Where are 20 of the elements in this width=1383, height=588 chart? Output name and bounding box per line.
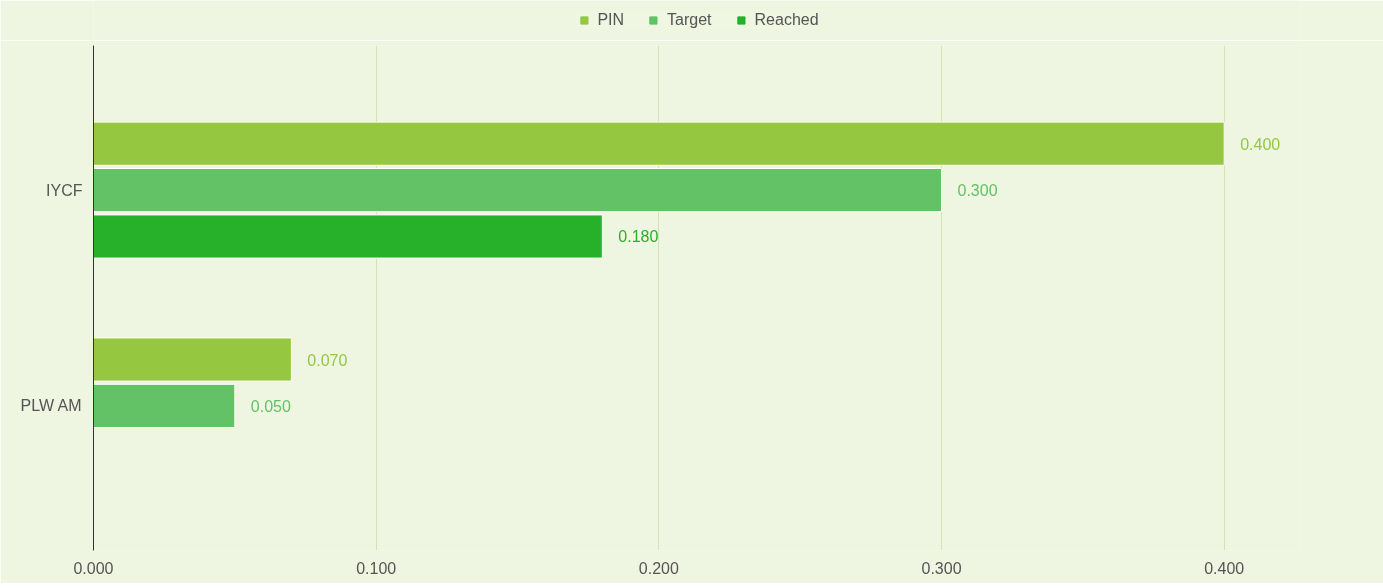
x-tick-label: 0.400	[1204, 559, 1245, 577]
text: 0.070	[307, 351, 348, 369]
bar	[93, 121, 1225, 166]
y-tick-label: IYCF	[46, 181, 83, 199]
legend-label: PIN	[597, 11, 625, 29]
bar	[93, 214, 603, 259]
text: 0.050	[250, 397, 291, 415]
text: 0.400	[1240, 135, 1281, 153]
x-tick-label: 0.300	[921, 559, 962, 577]
x-tick-label: 0.200	[638, 559, 679, 577]
text: 0.300	[957, 182, 998, 200]
legend-label: Reached	[754, 11, 819, 29]
x-tick-label: 0.100	[356, 559, 397, 577]
x-tick-label: 0.000	[73, 559, 114, 577]
legend-label: Target	[667, 11, 712, 29]
bar	[93, 383, 236, 428]
text: 0.180	[618, 228, 659, 246]
y-tick-label: PLW AM	[20, 397, 82, 415]
bar	[93, 337, 292, 382]
bar	[93, 168, 943, 213]
